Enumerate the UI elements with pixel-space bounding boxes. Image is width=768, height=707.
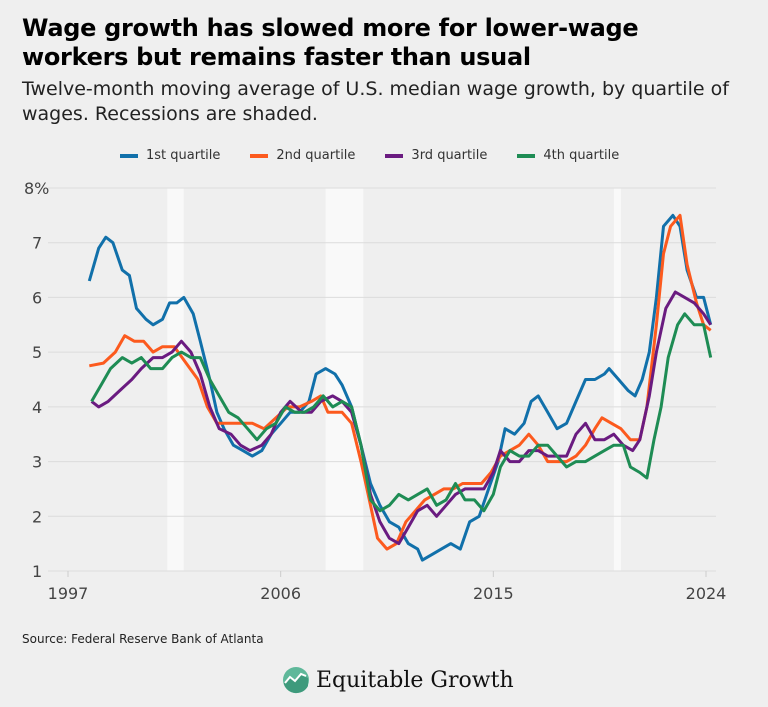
legend-item-4th-quartile: 4th quartile <box>517 148 619 163</box>
chart-subtitle: Twelve-month moving average of U.S. medi… <box>22 78 729 125</box>
series-line-3 <box>90 290 712 546</box>
chart-title: Wage growth has slowed more for lower-wa… <box>22 14 639 71</box>
y-tick-label: 7 <box>32 234 42 253</box>
y-tick-label: 4 <box>32 398 42 417</box>
series-line-2 <box>89 213 712 551</box>
logo-text: Equitable Growth <box>316 667 514 693</box>
source-note: Source: Federal Reserve Bank of Atlanta <box>22 632 264 646</box>
legend-swatch <box>250 153 269 158</box>
legend-swatch <box>120 153 138 158</box>
legend-swatch <box>517 153 536 158</box>
legend-item-2nd-quartile: 2nd quartile <box>250 148 355 163</box>
legend-item-3rd-quartile: 3rd quartile <box>385 148 487 163</box>
legend: 1st quartile 2nd quartile 3rd quartile 4… <box>120 148 619 163</box>
x-tick-label: 2015 <box>473 584 514 603</box>
equitable-growth-logo: Equitable Growth <box>282 666 514 694</box>
recession-shading <box>325 188 364 571</box>
legend-item-1st-quartile: 1st quartile <box>120 148 220 163</box>
recession-shading <box>167 188 184 571</box>
y-tick-label: 3 <box>32 453 42 472</box>
legend-label: 4th quartile <box>543 148 620 163</box>
legend-label: 1st quartile <box>146 148 221 163</box>
legend-label: 3rd quartile <box>411 148 488 163</box>
x-tick-label: 1997 <box>48 584 89 603</box>
x-tick-label: 2024 <box>686 584 727 603</box>
y-tick-label: 5 <box>32 343 42 362</box>
growth-logo-icon <box>283 667 309 694</box>
y-tick-label: 2 <box>32 507 42 526</box>
legend-swatch <box>385 153 404 158</box>
y-tick-label: 8% <box>24 179 49 198</box>
y-tick-label: 6 <box>32 288 42 307</box>
legend-label: 2nd quartile <box>276 148 356 163</box>
series-line-4 <box>90 312 713 513</box>
y-tick-label: 1 <box>32 562 42 581</box>
x-tick-label: 2006 <box>260 584 301 603</box>
